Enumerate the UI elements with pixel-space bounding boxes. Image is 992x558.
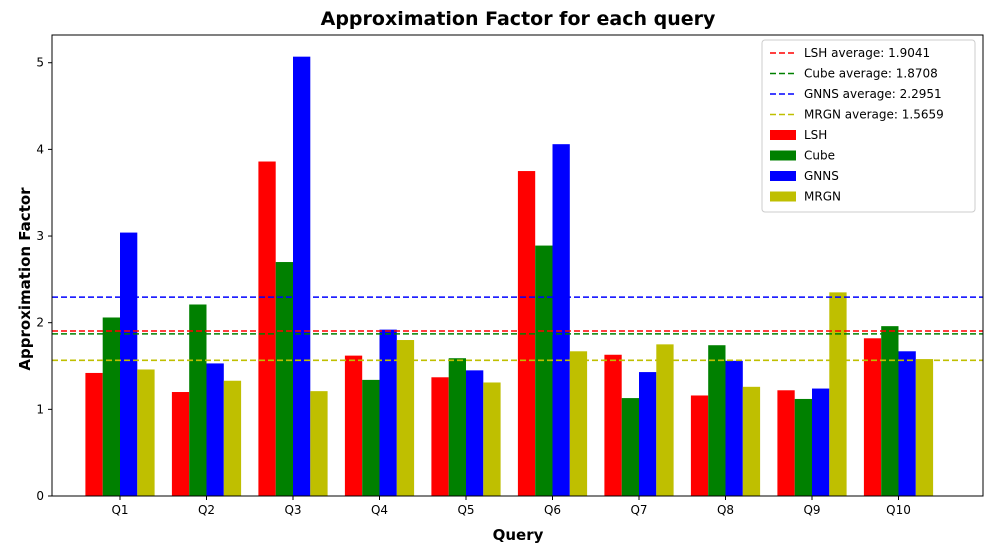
- axes-layer: Q1 Q2 Q3 Q4 Q5 Q6 Q7 Q8 Q9 Q10 0 1 2 3 4 5: [36, 34, 984, 517]
- bar-lsh-q5: [431, 377, 449, 496]
- bar-lsh-q7: [604, 354, 622, 496]
- bar-cube-q1: [102, 317, 120, 496]
- legend-swatch: [770, 130, 796, 140]
- bar-cube-q5: [448, 358, 466, 496]
- y-tick-label: 3: [36, 229, 44, 243]
- legend-swatch: [770, 191, 796, 202]
- x-tick-label: Q8: [717, 503, 734, 517]
- bar-cube-q2: [189, 304, 207, 496]
- legend-box: [761, 39, 976, 213]
- y-tick-label: 1: [36, 402, 44, 416]
- bar-cube-q4: [362, 379, 380, 496]
- legend-label: MRGN: [804, 190, 841, 204]
- bar-gnns-q2: [206, 363, 224, 496]
- legend-swatch: [770, 171, 796, 181]
- bar-mrgn-q5: [483, 382, 501, 496]
- bar-gnns-q10: [898, 351, 916, 496]
- bar-mrgn-q2: [223, 380, 242, 496]
- legend-label: Cube average: 1.8708: [804, 67, 938, 81]
- bar-gnns-q1: [120, 232, 138, 497]
- bar-lsh-q6: [517, 171, 536, 496]
- bar-lsh-q1: [85, 372, 103, 496]
- bars-layer: [85, 56, 934, 497]
- x-tick-label: Q1: [111, 503, 128, 517]
- bar-mrgn-q10: [915, 359, 934, 496]
- bar-gnns-q8: [725, 360, 743, 496]
- chart-title: Approximation Factor for each query: [321, 8, 716, 30]
- bar-gnns-q3: [293, 56, 311, 496]
- x-tick-label: Q2: [198, 503, 215, 517]
- legend-label: Cube: [804, 149, 835, 163]
- x-tick-label: Q4: [371, 503, 388, 517]
- bar-lsh-q10: [863, 338, 882, 496]
- bar-cube-q9: [794, 398, 812, 496]
- y-tick-label: 2: [36, 316, 44, 330]
- x-tick-label: Q5: [457, 503, 474, 517]
- bar-lsh-q9: [777, 390, 795, 496]
- y-tick-label: 0: [36, 489, 44, 503]
- legend-label: LSH: [804, 128, 827, 142]
- bar-cube-q8: [708, 345, 726, 496]
- bar-mrgn-q7: [656, 344, 674, 496]
- x-axis-label: Query: [493, 526, 544, 544]
- bar-lsh-q4: [344, 355, 363, 496]
- bar-mrgn-q9: [829, 292, 847, 496]
- legend-swatch: [770, 150, 796, 161]
- x-tick-label: Q9: [803, 503, 820, 517]
- bar-cube-q7: [621, 398, 639, 496]
- legend-label: GNNS: [804, 169, 839, 183]
- plot-frame: [51, 34, 984, 497]
- bar-cube-q10: [881, 326, 899, 496]
- bar-gnns-q5: [466, 370, 484, 496]
- x-tick-label: Q10: [886, 503, 911, 517]
- legend: LSH average: 1.9041 Cube average: 1.8708 G…: [761, 39, 976, 213]
- bar-lsh-q8: [690, 395, 709, 496]
- y-tick-label: 4: [36, 142, 44, 156]
- legend-label: MRGN average: 1.5659: [804, 108, 944, 122]
- y-axis-label: Approximation Factor: [16, 187, 34, 371]
- x-tick-label: Q3: [284, 503, 301, 517]
- bar-gnns-q7: [639, 372, 657, 496]
- bar-mrgn-q4: [396, 340, 415, 496]
- bar-cube-q6: [535, 245, 553, 496]
- bar-gnns-q6: [552, 144, 570, 496]
- bar-mrgn-q1: [137, 369, 155, 496]
- legend-label: GNNS average: 2.2951: [804, 87, 942, 101]
- legend-label: LSH average: 1.9041: [804, 46, 930, 60]
- bar-mrgn-q8: [742, 386, 761, 496]
- bar-lsh-q2: [171, 392, 190, 496]
- x-tick-label: Q6: [544, 503, 561, 517]
- bar-cube-q3: [275, 262, 293, 496]
- bar-gnns-q9: [812, 388, 830, 496]
- y-tick-label: 5: [36, 56, 44, 70]
- bar-gnns-q4: [379, 329, 397, 496]
- bar-mrgn-q6: [569, 351, 588, 496]
- x-tick-label: Q7: [630, 503, 647, 517]
- bar-lsh-q3: [258, 161, 276, 497]
- bar-mrgn-q3: [310, 391, 328, 496]
- average-lines-layer: [52, 296, 983, 362]
